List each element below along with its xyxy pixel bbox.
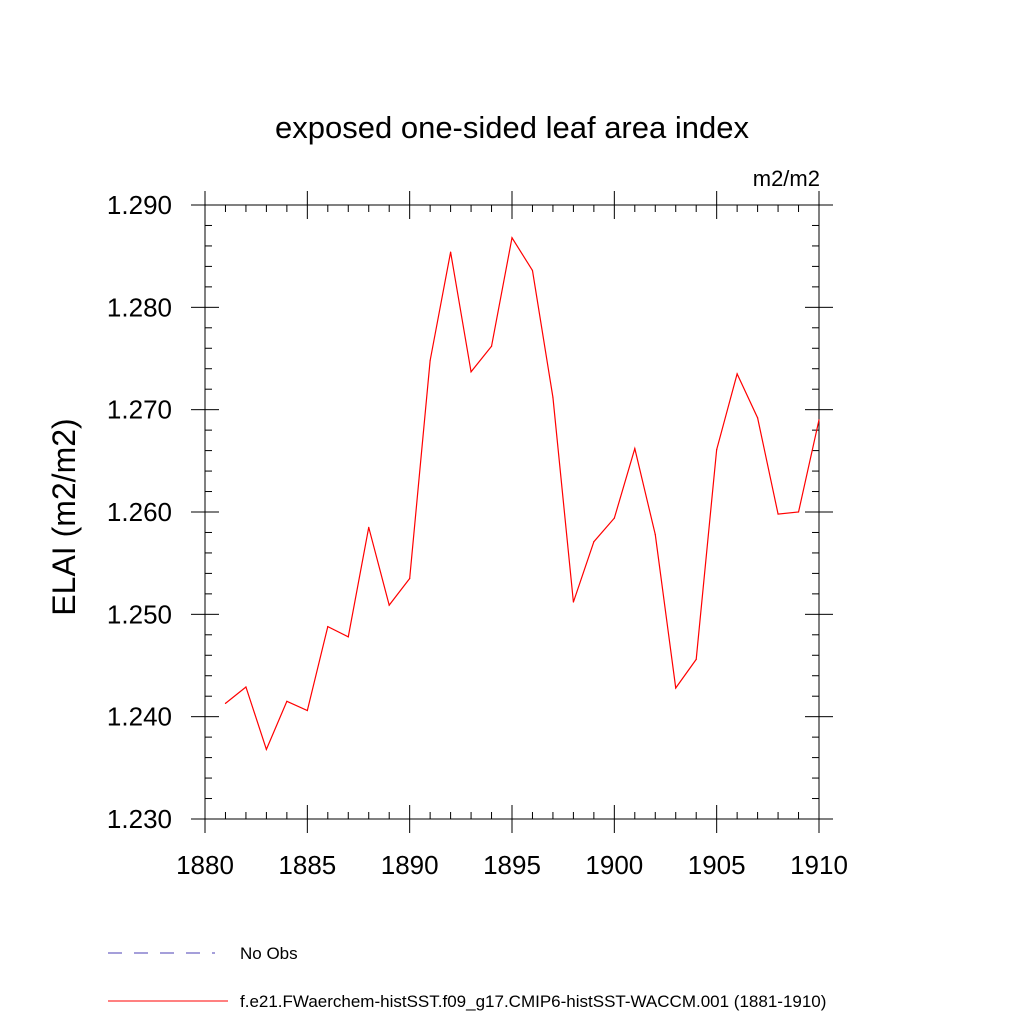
data-point <box>388 604 390 606</box>
data-point <box>818 419 820 421</box>
units-label: m2/m2 <box>753 166 820 191</box>
data-point <box>716 448 718 451</box>
data-point <box>347 636 349 638</box>
legend: No Obs f.e21.FWaerchem-histSST.f09_g17.C… <box>108 944 826 1011</box>
x-tick-label: 1895 <box>483 850 541 880</box>
y-axis-label: ELAI (m2/m2) <box>46 418 82 615</box>
y-tick-label: 1.230 <box>107 804 172 834</box>
data-point <box>368 526 370 528</box>
x-tick-label: 1905 <box>688 850 746 880</box>
data-point <box>409 577 411 580</box>
data-point <box>552 396 554 398</box>
data-point <box>736 373 738 375</box>
data-point <box>572 601 575 603</box>
legend-label-model-run: f.e21.FWaerchem-histSST.f09_g17.CMIP6-hi… <box>240 992 826 1011</box>
data-point <box>429 359 431 362</box>
chart-title: exposed one-sided leaf area index <box>275 110 749 145</box>
data-point <box>327 626 329 628</box>
y-tick-label: 1.290 <box>107 190 172 220</box>
data-point <box>490 345 493 347</box>
data-point <box>777 513 779 515</box>
data-point <box>675 687 677 689</box>
data-point <box>470 371 472 373</box>
x-tick-label: 1885 <box>278 850 336 880</box>
y-tick-label: 1.240 <box>107 702 172 732</box>
data-point <box>286 700 288 702</box>
data-point <box>245 686 247 688</box>
series-layer <box>224 236 820 752</box>
plot-frame <box>204 204 820 820</box>
x-tick-label: 1900 <box>585 850 643 880</box>
tick-labels: 1880 1885 1890 1895 1900 1905 1910 1.230 1.240 1.… <box>107 190 848 880</box>
data-point <box>695 658 697 660</box>
y-tick-label: 1.260 <box>107 497 172 527</box>
data-point <box>511 237 513 239</box>
axis-ticks <box>191 191 833 833</box>
legend-label-no-obs: No Obs <box>240 944 298 963</box>
data-point <box>797 511 800 513</box>
data-point <box>531 269 534 272</box>
x-tick-label: 1880 <box>176 850 234 880</box>
data-point <box>634 447 636 450</box>
data-point <box>757 417 759 419</box>
data-point <box>450 251 452 253</box>
data-point <box>654 533 656 536</box>
data-point <box>265 748 267 751</box>
data-point <box>593 541 595 543</box>
x-tick-label: 1910 <box>790 850 848 880</box>
y-tick-label: 1.250 <box>107 599 172 629</box>
y-tick-label: 1.280 <box>107 292 172 322</box>
series-line <box>225 236 820 752</box>
y-tick-label: 1.270 <box>107 395 172 425</box>
data-point <box>613 517 615 519</box>
data-point <box>224 702 227 704</box>
data-point <box>306 709 308 712</box>
x-tick-label: 1890 <box>381 850 439 880</box>
